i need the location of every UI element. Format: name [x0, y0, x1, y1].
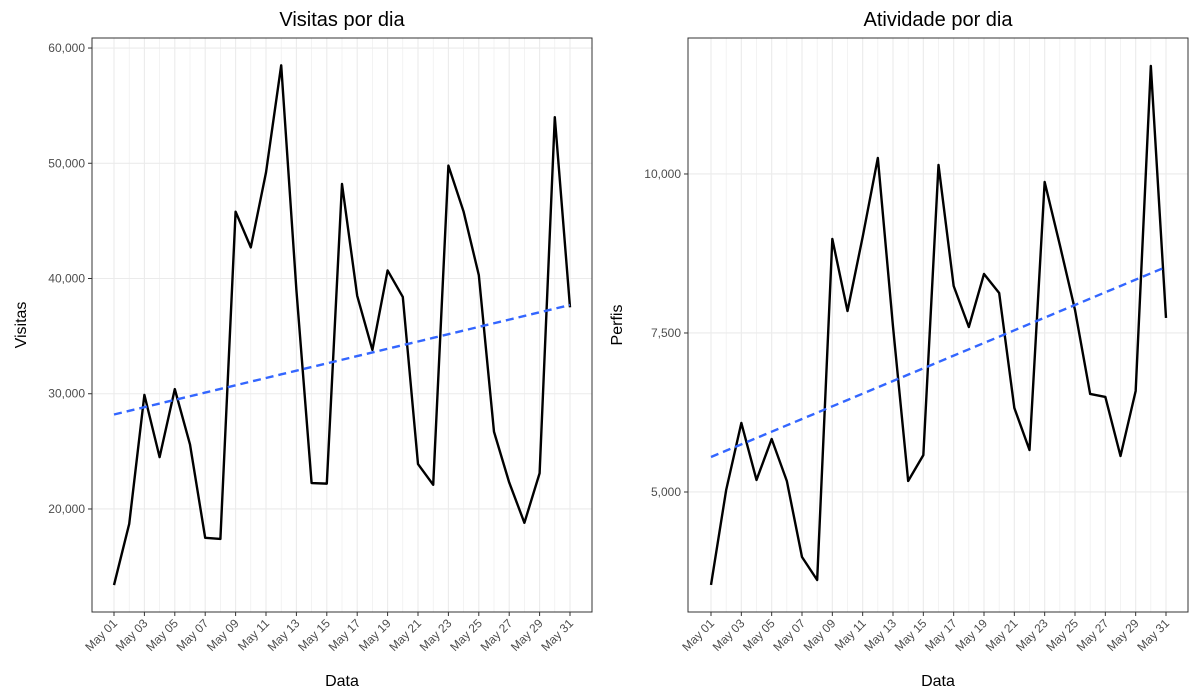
panel-border — [687, 37, 1189, 613]
x-tick-label: May 03 — [113, 616, 151, 654]
trend-line — [710, 265, 1167, 459]
x-tick-label: May 21 — [983, 616, 1021, 654]
x-tick-label: May 15 — [295, 616, 333, 654]
x-tick-label: May 25 — [447, 616, 485, 654]
x-tick-label: May 01 — [82, 616, 120, 654]
y-axis-title: Perfis — [609, 305, 626, 346]
x-tick-label: May 21 — [386, 616, 424, 654]
y-tick-label: 5,000 — [651, 485, 681, 499]
x-tick-label: May 05 — [143, 616, 181, 654]
x-tick-label: May 31 — [538, 616, 576, 654]
x-tick-label: May 03 — [710, 616, 748, 654]
x-tick-label: May 29 — [1104, 616, 1142, 654]
x-tick-label: May 15 — [892, 616, 930, 654]
x-axis-title: Data — [325, 673, 359, 690]
data-line — [112, 64, 572, 586]
x-tick-label: May 27 — [1074, 616, 1112, 654]
x-tick-label: May 19 — [356, 616, 394, 654]
panel-background — [688, 38, 1188, 612]
panel-border — [91, 37, 593, 613]
x-axis-title: Data — [921, 673, 955, 690]
y-axis-title: Visitas — [13, 302, 30, 349]
y-tick-label: 10,000 — [644, 167, 681, 181]
y-tick-label: 20,000 — [48, 502, 85, 516]
x-tick-label: May 01 — [679, 616, 717, 654]
x-tick-label: May 19 — [952, 616, 990, 654]
x-tick-label: May 13 — [265, 616, 303, 654]
chart-title: Atividade por dia — [864, 9, 1014, 31]
y-tick-label: 60,000 — [48, 41, 85, 55]
y-tick-label: 30,000 — [48, 387, 85, 401]
x-tick-label: May 11 — [235, 616, 272, 653]
x-tick-label: May 11 — [832, 616, 869, 653]
y-tick-label: 7,500 — [651, 326, 681, 340]
trend-line — [113, 303, 571, 416]
x-tick-label: May 05 — [740, 616, 778, 654]
x-tick-label: May 27 — [478, 616, 516, 654]
x-tick-label: May 13 — [861, 616, 899, 654]
x-tick-label: May 07 — [174, 616, 212, 654]
x-tick-label: May 31 — [1134, 616, 1172, 654]
x-tick-label: May 23 — [417, 616, 455, 654]
x-tick-label: May 25 — [1043, 616, 1081, 654]
y-tick-label: 50,000 — [48, 156, 85, 170]
chart-title: Visitas por dia — [279, 9, 405, 31]
y-tick-label: 40,000 — [48, 272, 85, 286]
x-tick-label: May 09 — [801, 616, 839, 654]
x-tick-label: May 17 — [326, 616, 364, 654]
x-tick-label: May 09 — [204, 616, 242, 654]
x-tick-label: May 23 — [1013, 616, 1051, 654]
x-tick-label: May 29 — [508, 616, 546, 654]
x-tick-label: May 17 — [922, 616, 960, 654]
data-line — [709, 64, 1168, 586]
x-tick-label: May 07 — [770, 616, 808, 654]
